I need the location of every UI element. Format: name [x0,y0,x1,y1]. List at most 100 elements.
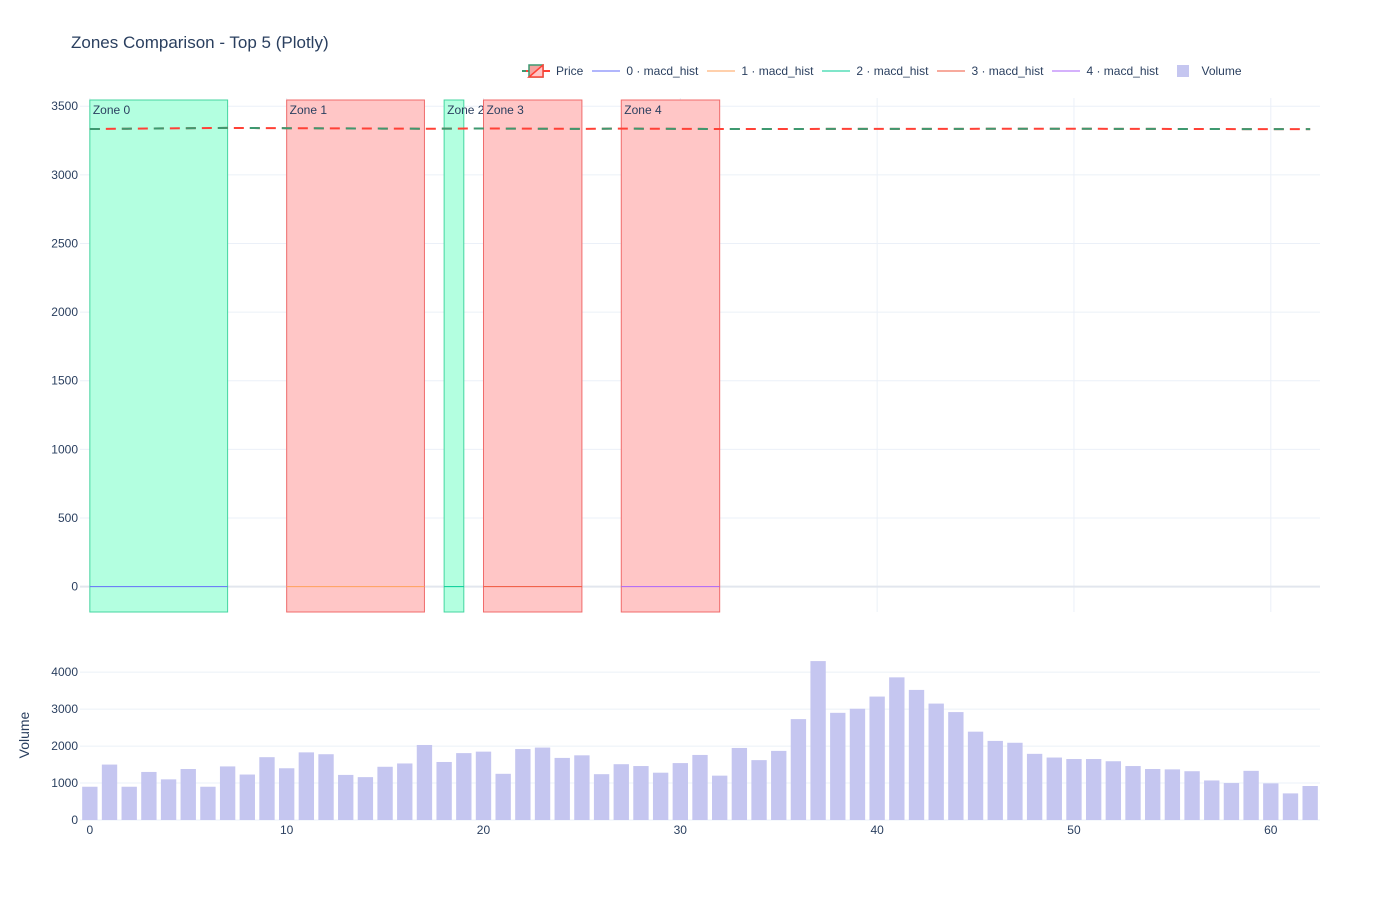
volume-bar [101,764,118,820]
volume-bar [751,760,767,820]
line-swatch-icon [822,64,851,78]
top-y-tick-label: 1000 [51,442,78,456]
line-swatch-icon [1052,64,1081,78]
legend-item-macd-2[interactable]: 2 · macd_hist [822,64,928,78]
legend-item-macd-1[interactable]: 1 · macd_hist [707,64,813,78]
volume-bar [849,708,866,820]
x-tick-label: 20 [477,823,491,837]
volume-bar [1223,783,1240,820]
volume-y-tick-label: 0 [71,813,78,827]
price-line-down [89,126,1311,131]
volume-bar [830,712,846,820]
volume-bar [515,749,531,820]
volume-bar [1046,757,1062,820]
legend-item-macd-3[interactable]: 3 · macd_hist [937,64,1043,78]
volume-bar [593,774,610,820]
volume-bar [652,772,669,820]
zone-label-1: Zone 1 [290,103,328,117]
volume-bar [1204,780,1220,820]
volume-bar [613,764,629,820]
volume-bar [928,703,944,820]
top-y-tick-label: 2000 [51,305,78,319]
volume-bar [239,774,255,820]
zone-rect-1 [286,99,425,613]
volume-bar [416,744,433,820]
zone-label-4: Zone 4 [624,103,662,117]
legend-label-price: Price [556,64,584,78]
legend-label-macd-2: 2 · macd_hist [856,64,929,78]
volume-bar [377,766,393,820]
legend[interactable]: Price 0 · macd_hist 1 · macd_hist 2 · ma… [522,62,1251,80]
volume-y-tick-label: 3000 [51,702,78,716]
volume-y-tick-label: 1000 [51,776,78,790]
legend-item-price[interactable]: Price [522,64,583,78]
zone-rect-4 [620,99,721,613]
price-swatch-icon [522,64,550,78]
volume-bar [1066,759,1082,820]
volume-bar [771,750,787,820]
volume-bar [534,747,551,820]
line-swatch-icon [592,64,621,78]
volume-bar [908,689,925,820]
volume-bar [1184,771,1200,820]
volume-bar [357,777,374,820]
x-tick-label: 30 [674,823,688,837]
legend-label-macd-4: 4 · macd_hist [1086,64,1159,78]
line-swatch-icon [707,64,736,78]
volume-bar [219,766,236,820]
zone-label-2: Zone 2 [447,103,485,117]
volume-bar [869,696,885,820]
volume-bar [574,755,590,820]
legend-item-macd-4[interactable]: 4 · macd_hist [1052,64,1159,78]
volume-bar [790,719,807,820]
volume-bar [1007,742,1023,820]
top-y-tick-label: 0 [71,580,78,594]
legend-label-macd-1: 1 · macd_hist [741,64,814,78]
volume-bar [397,763,413,820]
zone-rect-0 [89,99,229,613]
volume-bar [633,766,649,820]
volume-y-tick-label: 2000 [51,739,78,753]
volume-bar [82,786,98,820]
volume-bar [692,754,708,820]
volume-bar [810,661,826,820]
zone-label-0: Zone 0 [93,103,131,117]
volume-bar [1243,770,1259,820]
volume-bar [712,775,728,820]
volume-bar [456,753,472,820]
chart-title: Zones Comparison - Top 5 (Plotly) [71,33,329,52]
volume-bar [141,771,157,820]
volume-bar [338,774,354,820]
volume-bar [1026,753,1043,820]
volume-bar [436,761,452,820]
volume-bar [889,677,905,820]
volume-bar [298,752,315,820]
volume-bar [731,747,748,820]
legend-item-volume[interactable]: Volume [1168,64,1242,78]
volume-bar [948,712,964,820]
volume-bar [987,740,1003,820]
volume-bar [160,779,177,820]
x-tick-label: 10 [280,823,294,837]
volume-bar [475,751,492,820]
top-y-tick-label: 3000 [51,168,78,182]
legend-label-volume: Volume [1201,64,1242,78]
volume-bar [1085,759,1102,820]
volume-bar [180,769,196,820]
volume-bar [121,786,137,820]
volume-axis-title: Volume [16,711,32,758]
bar-swatch-icon [1168,64,1196,78]
top-y-tick-label: 2500 [51,236,78,250]
x-tick-label: 50 [1067,823,1081,837]
volume-bar [554,757,570,820]
volume-bar [967,731,984,820]
volume-bar [1263,783,1279,820]
x-tick-label: 40 [870,823,884,837]
legend-item-macd-0[interactable]: 0 · macd_hist [592,64,698,78]
x-tick-label: 60 [1264,823,1278,837]
top-y-tick-label: 500 [58,511,78,525]
zone-rect-3 [482,99,583,613]
top-y-tick-label: 3500 [51,99,78,113]
volume-bar [495,773,511,820]
